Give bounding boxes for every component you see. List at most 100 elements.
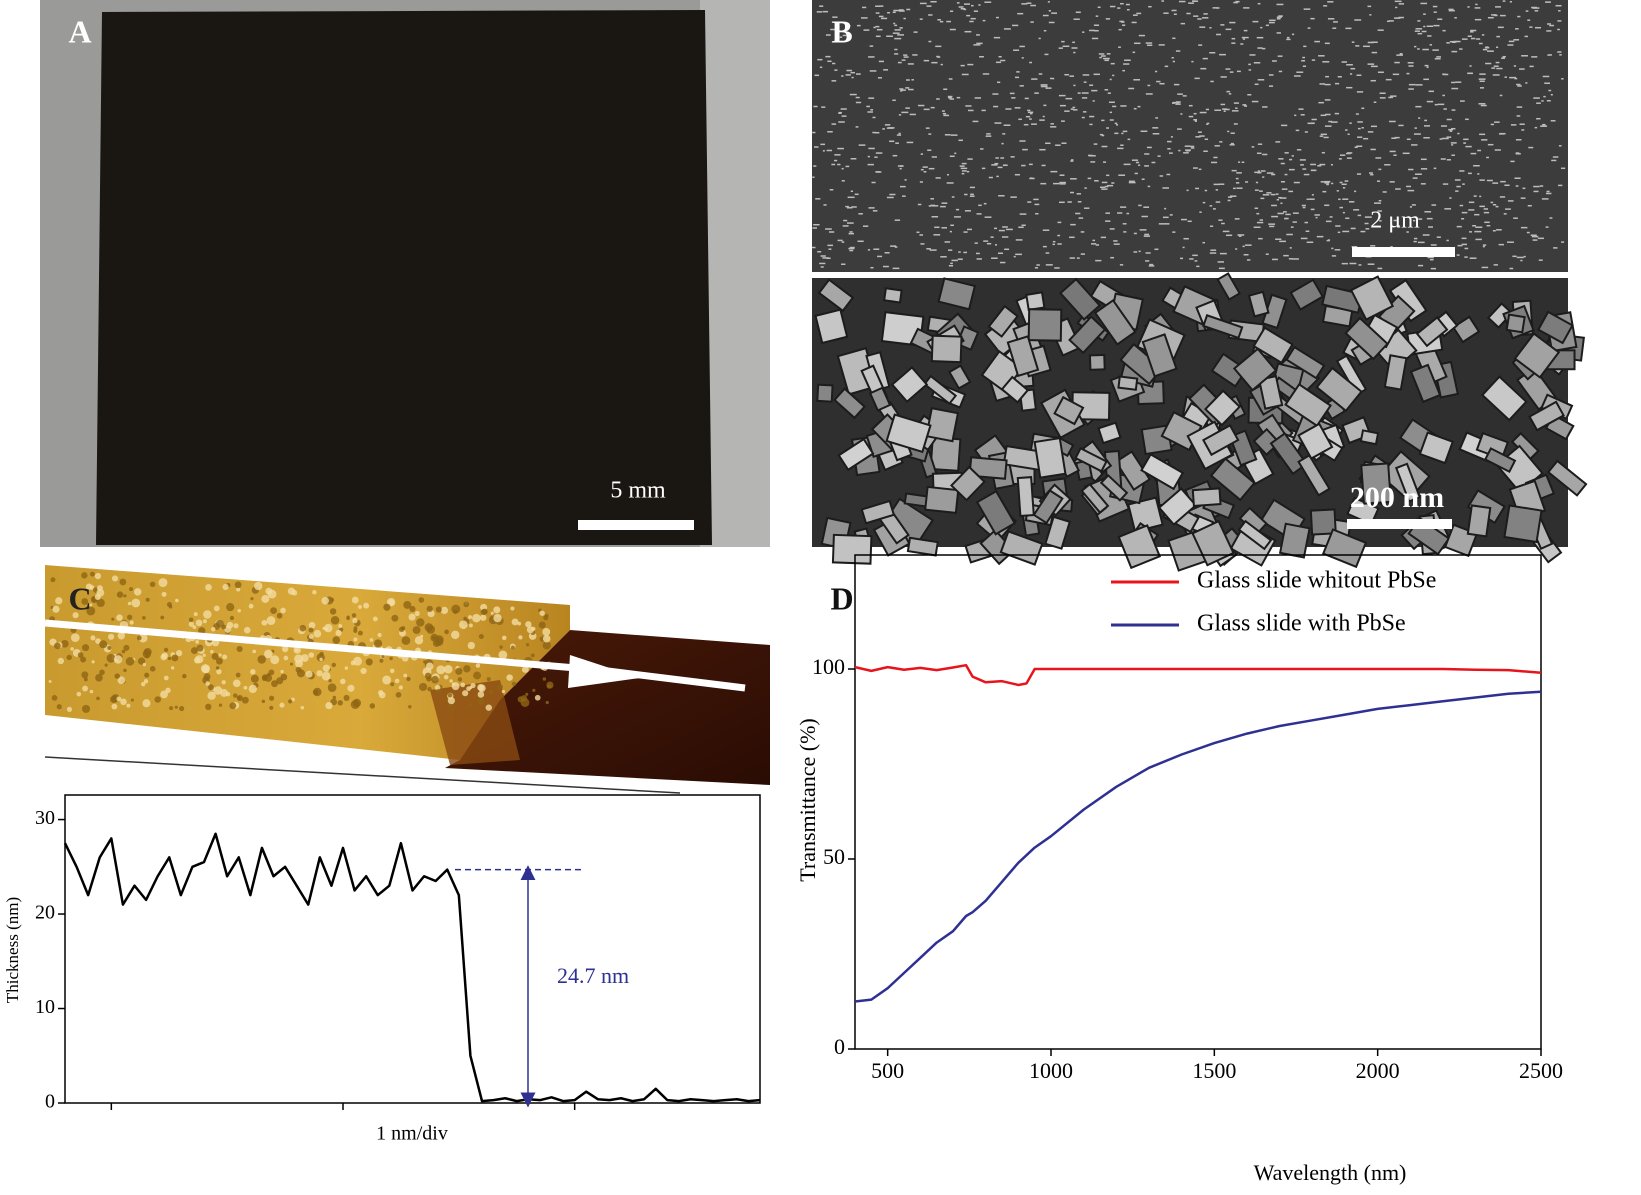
grain bbox=[848, 232, 854, 235]
grain bbox=[1123, 231, 1127, 233]
grain bbox=[1199, 111, 1207, 114]
grain bbox=[874, 156, 878, 158]
grain bbox=[1398, 16, 1404, 19]
crystal bbox=[1191, 519, 1235, 567]
grain bbox=[281, 645, 289, 653]
grain bbox=[1364, 222, 1369, 225]
grain bbox=[1225, 234, 1233, 237]
grain bbox=[1192, 167, 1198, 169]
grain bbox=[1525, 82, 1528, 84]
grain bbox=[1279, 197, 1287, 199]
grain bbox=[377, 632, 382, 638]
grain bbox=[353, 637, 358, 642]
grain bbox=[1354, 190, 1357, 193]
grain bbox=[1345, 27, 1352, 30]
grain bbox=[837, 239, 843, 242]
grain bbox=[1473, 195, 1477, 197]
grain bbox=[1382, 191, 1387, 193]
grain bbox=[819, 5, 824, 7]
grain bbox=[872, 210, 878, 212]
grain bbox=[1388, 20, 1394, 22]
grain bbox=[1356, 91, 1364, 93]
grain bbox=[1315, 216, 1318, 219]
grain bbox=[1493, 264, 1498, 266]
grain bbox=[1110, 256, 1115, 259]
grain bbox=[499, 645, 503, 649]
crystal bbox=[1088, 353, 1106, 371]
grain bbox=[1423, 25, 1426, 28]
grain bbox=[1138, 164, 1141, 166]
grain bbox=[175, 598, 179, 603]
grain bbox=[816, 11, 823, 13]
grain bbox=[986, 133, 991, 135]
grain bbox=[1209, 252, 1217, 254]
grain bbox=[1370, 125, 1378, 128]
grain bbox=[995, 157, 999, 159]
grain bbox=[1325, 220, 1332, 223]
grain bbox=[455, 667, 463, 675]
grain bbox=[1424, 211, 1432, 213]
grain bbox=[1171, 56, 1174, 59]
grain bbox=[1209, 205, 1213, 207]
grain bbox=[1341, 61, 1348, 63]
grain bbox=[1542, 75, 1550, 78]
grain bbox=[1095, 15, 1099, 17]
grain bbox=[1144, 153, 1150, 155]
crystal bbox=[1074, 446, 1108, 473]
grain bbox=[435, 606, 442, 613]
grain bbox=[1475, 3, 1478, 6]
grain bbox=[1474, 213, 1480, 216]
grain bbox=[902, 195, 906, 197]
scale-bar-label: 5 mm bbox=[610, 478, 666, 504]
grain bbox=[958, 6, 964, 8]
grain bbox=[991, 257, 998, 259]
grain bbox=[270, 655, 280, 665]
grain bbox=[1050, 77, 1053, 80]
grain bbox=[1043, 30, 1047, 32]
grain bbox=[82, 644, 90, 652]
grain bbox=[1121, 132, 1124, 135]
y-tick-label: 50 bbox=[823, 844, 845, 869]
y-axis-label: Transmittance (%) bbox=[795, 718, 820, 882]
grain bbox=[1363, 45, 1370, 48]
grain bbox=[997, 166, 1003, 169]
grain bbox=[213, 686, 223, 695]
grain bbox=[1145, 42, 1153, 44]
grain bbox=[1035, 212, 1039, 215]
crystal bbox=[1483, 447, 1517, 474]
grain bbox=[894, 48, 898, 51]
grain bbox=[369, 703, 376, 709]
grain bbox=[1326, 183, 1329, 186]
grain bbox=[1192, 0, 1199, 2]
grain bbox=[903, 54, 908, 56]
grain bbox=[1417, 20, 1421, 22]
grain bbox=[1038, 73, 1043, 75]
grain bbox=[862, 225, 869, 227]
grain bbox=[998, 229, 1005, 232]
grain bbox=[812, 131, 816, 134]
crystal bbox=[817, 278, 855, 313]
grain bbox=[1291, 33, 1295, 36]
grain bbox=[1158, 44, 1165, 46]
grain bbox=[346, 616, 350, 621]
grain bbox=[1486, 156, 1489, 159]
grain bbox=[1235, 107, 1238, 109]
panel-label: B bbox=[831, 13, 852, 49]
grain bbox=[1463, 142, 1467, 144]
grain bbox=[94, 572, 102, 580]
grain bbox=[1477, 149, 1481, 152]
grain bbox=[1314, 214, 1320, 216]
grain bbox=[290, 662, 294, 666]
crystal bbox=[885, 413, 932, 454]
grain bbox=[1268, 21, 1275, 24]
grain bbox=[822, 257, 829, 259]
grain bbox=[1494, 121, 1500, 123]
grain bbox=[1361, 127, 1364, 129]
grain bbox=[1337, 231, 1341, 234]
grain bbox=[1091, 37, 1099, 40]
grain bbox=[1495, 6, 1501, 8]
grain bbox=[1418, 218, 1423, 220]
grain bbox=[998, 55, 1002, 58]
grain bbox=[1351, 41, 1355, 43]
grain bbox=[1027, 109, 1031, 112]
